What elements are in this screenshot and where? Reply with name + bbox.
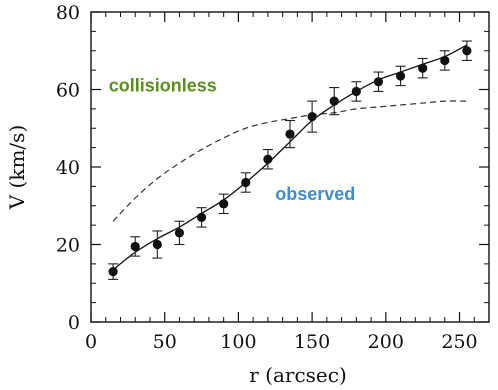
data-point: [395, 71, 406, 81]
data-point: [219, 199, 229, 209]
x-axis-title: r (arcsec): [249, 363, 347, 387]
data-point: [285, 129, 295, 139]
data-point: [130, 241, 140, 252]
data-points: [108, 40, 472, 280]
y-tick-label: 40: [56, 157, 80, 179]
y-tick-label: 60: [56, 80, 80, 102]
data-point: [373, 77, 384, 87]
data-point: [241, 177, 251, 188]
y-axis-title: V (km/s): [5, 125, 29, 211]
data-point: [108, 267, 118, 277]
data-point: [174, 228, 185, 238]
x-tick-label: 50: [153, 331, 177, 353]
annotation-collisionless: collisionless: [109, 75, 217, 95]
data-point: [440, 55, 450, 66]
x-tick-label: 250: [441, 331, 477, 353]
data-point: [307, 112, 317, 122]
data-point: [196, 212, 207, 222]
y-tick-label: 20: [56, 235, 80, 257]
y-tick-label: 0: [68, 312, 80, 334]
data-point: [263, 154, 273, 164]
data-point: [418, 63, 428, 73]
x-tick-label: 150: [294, 331, 330, 353]
data-point: [462, 46, 472, 56]
plot-frame: [90, 11, 490, 323]
collisionless-curve: [112, 100, 467, 222]
collisionless-line: [112, 100, 467, 222]
data-point: [152, 239, 162, 250]
x-tick-label: 100: [220, 331, 256, 353]
axis-ticks: [90, 11, 489, 323]
x-tick-label: 200: [368, 331, 404, 353]
data-point: [329, 96, 339, 106]
y-tick-label: 80: [56, 2, 80, 24]
annotation-observed: observed: [275, 184, 355, 204]
tick-labels: 0 50 100 150 200 250 0 20 40 60 80: [56, 2, 478, 353]
x-tick-label: 0: [85, 331, 97, 353]
data-point: [351, 86, 361, 97]
